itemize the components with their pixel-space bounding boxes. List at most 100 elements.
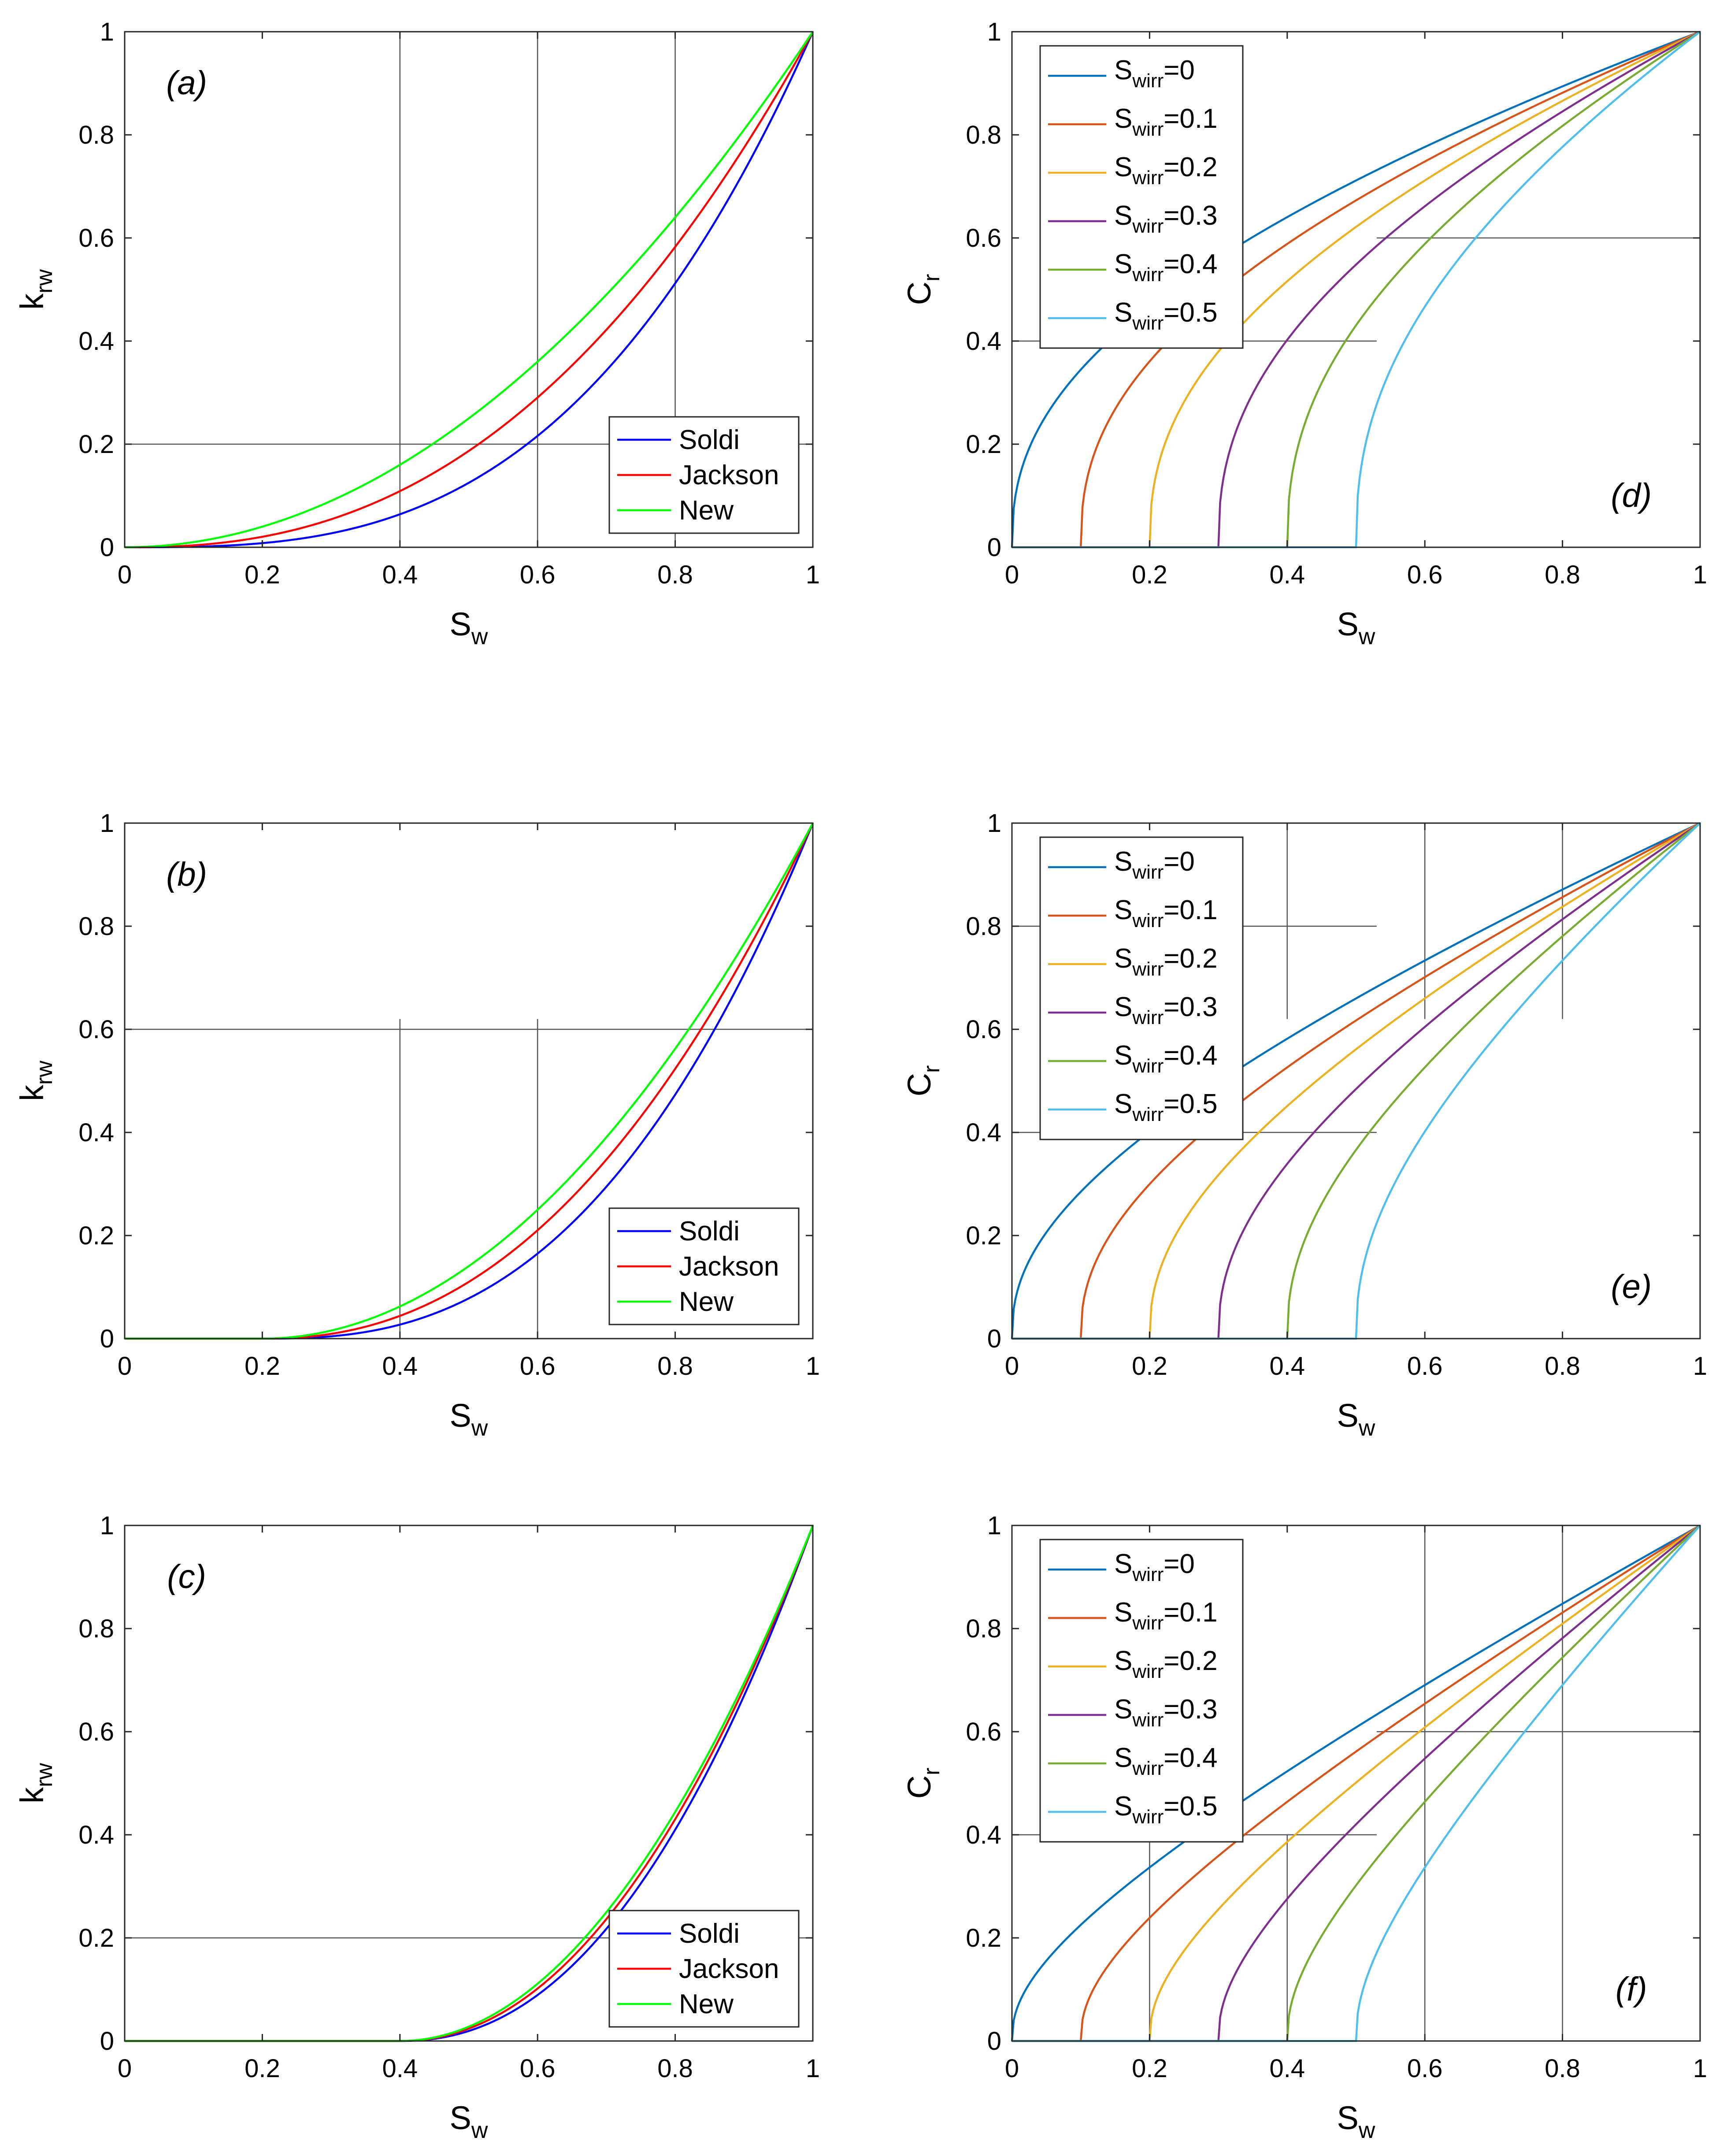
legend-label-suffix: =0.1: [1163, 1597, 1217, 1628]
legend-box: [1039, 836, 1244, 1140]
y-axis-label-sub: r: [919, 1768, 945, 1775]
legend-label-sub: wirr: [1132, 70, 1163, 92]
axes-box: [124, 1525, 814, 2042]
y-tick-label: 1: [100, 809, 114, 838]
legend-label: Swirr=0.4: [1114, 1743, 1218, 1779]
y-tick-label: 0.4: [78, 1118, 114, 1147]
x-tick-label: 0.2: [1132, 560, 1167, 589]
x-tick-label: 0.8: [1545, 2054, 1580, 2083]
legend-label: Swirr=0.1: [1114, 1597, 1218, 1634]
y-tick-label: 0.2: [966, 1924, 1001, 1952]
legend: Swirr=0Swirr=0.1Swirr=0.2Swirr=0.3Swirr=…: [1039, 1539, 1244, 1843]
y-tick-label: 1: [100, 1511, 114, 1540]
x-tick-label: 0.2: [245, 1352, 280, 1380]
x-tick-label: 0: [118, 560, 132, 589]
legend-label: Swirr=0.3: [1114, 200, 1218, 237]
legend-label: Swirr=0.5: [1114, 1791, 1218, 1828]
x-tick-label: 0: [1005, 1352, 1019, 1380]
legend-label-main: S: [1114, 846, 1132, 877]
legend-label-sub: wirr: [1132, 215, 1163, 237]
x-tick-label: 0.8: [657, 2054, 693, 2083]
legend: Soldi Jackson New: [608, 416, 800, 534]
legend-label-main: S: [1114, 1791, 1132, 1822]
series-line-1: [1012, 822, 1701, 1340]
legend-box: [1039, 1539, 1244, 1843]
y-axis-label-main: k: [14, 1787, 50, 1803]
series-line-1: [1012, 1525, 1701, 2042]
legend-label: New: [679, 495, 734, 526]
axes-box: [124, 31, 814, 548]
x-tick-label: 0.8: [657, 1352, 693, 1380]
legend-label-sub: wirr: [1132, 1806, 1163, 1828]
y-tick-label: 0: [987, 533, 1001, 562]
legend-label: Swirr=0.5: [1114, 297, 1218, 334]
legend-label: New: [679, 1989, 734, 2019]
legend: Soldi Jackson New: [608, 1910, 800, 2028]
legend-box: [1039, 45, 1244, 349]
legend-label-main: S: [1114, 1646, 1132, 1676]
y-axis-label: Cr: [901, 1768, 945, 1799]
y-axis-label: krw: [14, 1763, 57, 1803]
x-tick-label: 0.6: [520, 560, 556, 589]
legend-label: Swirr=0: [1114, 1549, 1195, 1585]
legend-label-sub: wirr: [1132, 861, 1163, 883]
x-axis-label: Sw: [450, 1397, 488, 1441]
legend-label: Soldi: [679, 1919, 740, 1949]
legend-label-suffix: =0.1: [1163, 104, 1217, 134]
y-tick-label: 0.2: [966, 1221, 1001, 1250]
legend-label-sub: wirr: [1132, 1709, 1163, 1731]
x-axis-label: Sw: [1337, 606, 1375, 649]
series-line-1: [1012, 30, 1701, 549]
legend-label-main: S: [1114, 152, 1132, 182]
x-tick-label: 0.2: [1132, 1352, 1167, 1380]
legend-label-suffix: =0.3: [1163, 992, 1217, 1022]
x-tick-label: 0.2: [245, 560, 280, 589]
legend-label-suffix: =0.4: [1163, 249, 1217, 279]
legend-label: Swirr=0.2: [1114, 1646, 1218, 1682]
legend-label-suffix: =0.5: [1163, 1089, 1217, 1119]
legend-label-sub: wirr: [1132, 264, 1163, 286]
legend-label-sub: wirr: [1132, 1055, 1163, 1077]
y-axis-label: krw: [14, 269, 57, 310]
axes-box: [124, 822, 814, 1340]
x-axis-label-main: S: [1337, 606, 1359, 642]
legend-label-suffix: =0.4: [1163, 1040, 1217, 1071]
x-tick-label: 1: [1693, 560, 1707, 589]
y-axis-label: krw: [14, 1061, 57, 1101]
legend-label-main: S: [1114, 1549, 1132, 1579]
y-tick-label: 0.8: [78, 912, 114, 941]
axes-box: [1011, 822, 1701, 1340]
x-axis-label-main: S: [450, 2100, 471, 2136]
series-line-2: [124, 31, 814, 549]
y-tick-label: 1: [987, 18, 1001, 46]
legend-label: Swirr=0.1: [1114, 895, 1218, 931]
legend-label-suffix: =0.1: [1163, 895, 1217, 925]
y-axis-label-main: k: [14, 1084, 50, 1101]
y-tick-label: 1: [987, 809, 1001, 838]
y-tick-label: 0.2: [966, 430, 1001, 459]
legend-label-sub: wirr: [1132, 1661, 1163, 1682]
y-axis-label-sub: r: [919, 274, 945, 282]
x-tick-label: 1: [1693, 2054, 1707, 2083]
legend-label-suffix: =0.2: [1163, 943, 1217, 974]
x-axis-label-sub: w: [1358, 624, 1375, 649]
legend-label-suffix: =0.3: [1163, 200, 1217, 231]
x-tick-label: 1: [806, 1352, 820, 1380]
y-tick-label: 0.6: [78, 1718, 114, 1746]
y-tick-label: 0.6: [966, 224, 1001, 252]
x-tick-label: 0.6: [1407, 560, 1443, 589]
legend: Swirr=0Swirr=0.1Swirr=0.2Swirr=0.3Swirr=…: [1039, 836, 1244, 1140]
axes-box: [1011, 31, 1701, 548]
x-axis-label-main: S: [1337, 2100, 1359, 2136]
x-axis-label-sub: w: [471, 2118, 488, 2143]
legend-label: New: [679, 1287, 734, 1317]
x-tick-label: 0.2: [1132, 2054, 1167, 2083]
legend-label: Swirr=0.2: [1114, 152, 1218, 189]
legend-label: Swirr=0.2: [1114, 943, 1218, 980]
legend-label: Swirr=0.3: [1114, 992, 1218, 1028]
legend-label-sub: wirr: [1132, 910, 1163, 931]
x-tick-label: 0.4: [382, 2054, 418, 2083]
x-tick-label: 0.4: [1269, 1352, 1305, 1380]
y-tick-label: 0: [100, 533, 114, 562]
